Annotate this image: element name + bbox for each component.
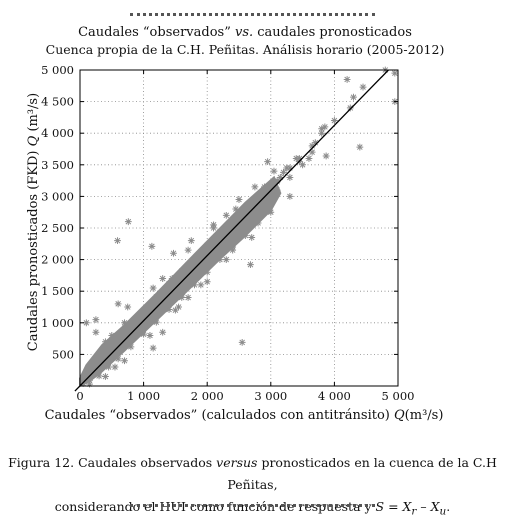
data-point	[331, 117, 338, 124]
scatter-chart: Caudales “observados” vs. caudales prono…	[26, 25, 445, 423]
data-point	[165, 306, 173, 313]
data-point	[114, 300, 122, 308]
x-tick-label: 1 000	[127, 389, 160, 403]
y-tick-label: 5 000	[41, 63, 74, 77]
data-point	[124, 218, 132, 226]
data-point	[235, 196, 243, 203]
data-point	[222, 256, 230, 263]
data-point	[311, 139, 319, 147]
x-tick-label: 0	[76, 389, 83, 403]
data-point	[210, 221, 217, 229]
data-point	[251, 183, 259, 191]
y-tick-label: 4 000	[41, 126, 74, 140]
data-point	[92, 316, 100, 324]
data-point	[305, 155, 313, 162]
y-tick-label: 4 500	[41, 95, 74, 109]
y-tick-label: 500	[52, 347, 74, 361]
data-point	[140, 330, 147, 338]
data-point	[111, 363, 119, 371]
bottom-separator	[130, 504, 375, 507]
data-point	[350, 93, 357, 101]
y-tick-label: 3 000	[41, 189, 74, 203]
data-point	[184, 294, 192, 301]
data-point	[86, 380, 93, 388]
data-point	[170, 249, 177, 257]
data-point	[172, 306, 179, 314]
data-point	[270, 167, 278, 175]
data-point	[124, 303, 132, 311]
data-point	[187, 237, 195, 245]
data-point	[238, 338, 246, 346]
y-tick-label: 2 000	[41, 253, 74, 267]
x-tick-label: 5 000	[382, 389, 415, 403]
data-point	[95, 372, 103, 380]
y-tick-label: 2 500	[41, 221, 74, 235]
data-point	[229, 246, 237, 254]
data-point	[114, 355, 122, 363]
x-tick-label: 2 000	[191, 389, 224, 403]
data-point	[359, 83, 367, 91]
data-point	[232, 205, 240, 213]
identity-line	[74, 69, 389, 392]
top-separator	[130, 13, 375, 16]
data-point	[203, 278, 211, 286]
data-point	[273, 177, 281, 184]
data-point	[105, 363, 113, 371]
data-point	[82, 319, 90, 327]
data-point	[308, 142, 316, 150]
chart-subtitle: Cuenca propia de la C.H. Peñitas. Anális…	[46, 42, 445, 57]
data-point	[127, 343, 135, 351]
data-point	[114, 237, 121, 245]
data-point	[346, 104, 354, 112]
data-point	[102, 373, 109, 380]
y-axis-label: Caudales pronosticados (FKD) Q (m³/s)	[26, 93, 41, 351]
data-point	[356, 143, 364, 151]
axis-ticks: 0 1 000 2 000 3 000 4 000 5 000 500 1 000 1 500 2…	[41, 63, 414, 403]
y-tick-label: 1 500	[41, 284, 74, 298]
data-point	[159, 328, 167, 336]
data-point	[321, 123, 329, 131]
data-point	[292, 155, 300, 162]
data-point	[299, 161, 306, 169]
data-point	[152, 318, 160, 326]
data-point	[149, 344, 157, 352]
data-point	[286, 193, 294, 200]
data-point	[343, 76, 351, 83]
x-tick-label: 3 000	[254, 389, 287, 403]
data-point	[159, 275, 167, 282]
data-point	[148, 242, 156, 250]
data-point	[222, 211, 230, 219]
data-point	[121, 357, 128, 365]
y-tick-label: 1 000	[41, 316, 74, 330]
data-point	[280, 168, 287, 176]
data-point	[283, 164, 291, 172]
data-point	[318, 129, 326, 137]
chart-title-line1: Caudales “observados” vs. caudales prono…	[78, 25, 412, 40]
data-point	[322, 152, 330, 160]
data-points	[79, 66, 399, 388]
data-point	[267, 208, 275, 216]
data-point	[197, 281, 205, 289]
data-point	[121, 319, 128, 327]
data-point	[391, 69, 399, 77]
figure-caption: Figura 12. Caudales observados versus pr…	[0, 452, 505, 523]
data-point	[184, 246, 192, 254]
x-tick-label: 4 000	[318, 389, 351, 403]
data-point	[175, 303, 182, 311]
data-point	[149, 284, 157, 292]
data-point	[308, 148, 316, 156]
caption-line-1: Figura 12. Caudales observados versus pr…	[8, 455, 497, 492]
data-point	[318, 125, 326, 133]
data-point	[264, 158, 272, 166]
data-point	[247, 261, 254, 269]
data-point	[276, 174, 284, 181]
data-point	[146, 332, 154, 339]
data-point	[92, 328, 100, 336]
data-point	[286, 174, 294, 181]
x-axis-label: Caudales “observados” (calculados con an…	[45, 408, 444, 423]
data-point	[248, 234, 256, 241]
y-tick-label: 3 500	[41, 158, 74, 172]
